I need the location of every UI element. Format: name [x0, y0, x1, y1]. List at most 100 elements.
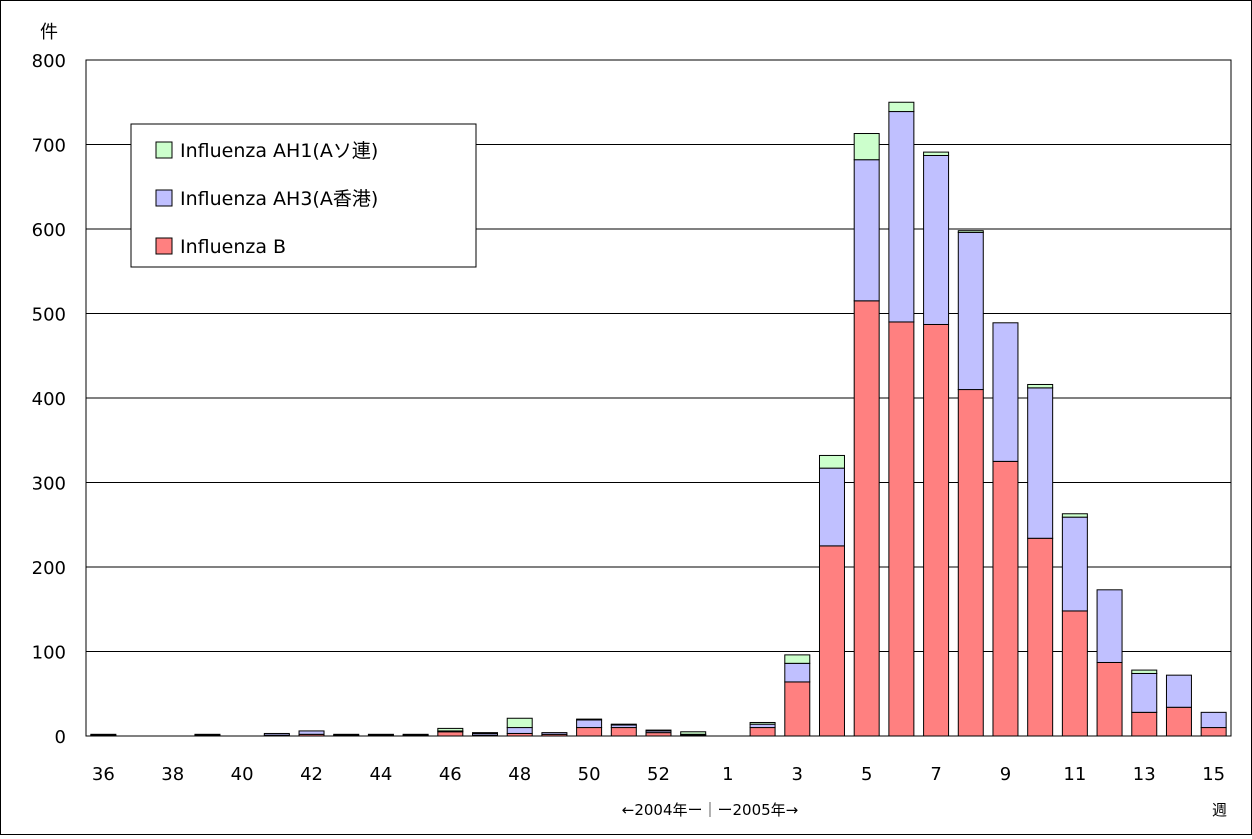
bar-segment-week-50-series-1 — [576, 719, 603, 729]
bar-segment-week-5-series-0 — [853, 300, 880, 737]
bar-segment-week-11-series-2 — [1061, 513, 1088, 518]
bar-segment-week-46-series-0 — [437, 731, 464, 737]
x-axis-ticks: 36 38 40 42 44 46 48 50 52 1 3 5 7 9 11 13 15 — [92, 764, 1225, 785]
bar-segment-week-5-series-1 — [853, 159, 880, 302]
bar-segment-week-4-series-0 — [818, 545, 845, 737]
bar-segment-week-7-series-1 — [923, 154, 950, 325]
x-tick-label: 50 — [578, 764, 601, 785]
bar-segment-week-3-series-1 — [784, 662, 811, 683]
bar-segment-week-14-series-0 — [1165, 706, 1192, 737]
bar-segment-week-6-series-2 — [888, 101, 915, 113]
bar-segment-week-3-series-2 — [784, 654, 811, 664]
bar-segment-week-9-series-0 — [992, 460, 1019, 737]
bar-segment-week-46-series-2 — [437, 727, 464, 732]
y-axis-unit-label: 件 — [40, 22, 58, 43]
y-tick-label: 0 — [55, 727, 66, 748]
x-tick-label: 1 — [722, 764, 733, 785]
bar-segment-week-45-series-1 — [402, 733, 429, 736]
bar-segment-week-13-series-1 — [1131, 672, 1158, 713]
y-axis-ticks: 0 100 200 300 400 500 600 700 800 — [32, 51, 66, 748]
bar-segment-week-8-series-0 — [957, 389, 984, 737]
y-tick-label: 100 — [32, 643, 66, 664]
bar-segment-week-2-series-0 — [749, 727, 776, 737]
bar-segment-week-41-series-1 — [263, 732, 290, 736]
bar-segment-week-8-series-1 — [957, 231, 984, 391]
bar-segment-week-48-series-2 — [506, 717, 533, 729]
x-tick-label: 40 — [231, 764, 254, 785]
legend-swatch — [155, 141, 173, 159]
x-tick-label: 7 — [930, 764, 941, 785]
x-tick-label: 44 — [369, 764, 392, 785]
bar-segment-week-3-series-0 — [784, 681, 811, 737]
bar-segment-week-52-series-2 — [645, 729, 672, 732]
bar-segment-week-53-series-2 — [680, 731, 707, 735]
bar-segment-week-39-series-1 — [194, 733, 221, 736]
bar-segment-week-7-series-0 — [923, 323, 950, 737]
bar-segment-week-42-series-1 — [298, 730, 325, 735]
bar-segment-week-12-series-0 — [1096, 661, 1123, 737]
year-caption: ←2004年ー｜ー2005年→ — [622, 801, 799, 819]
bar-segment-week-43-series-1 — [333, 733, 360, 736]
bar-segment-week-4-series-1 — [818, 467, 845, 547]
bar-segment-week-50-series-0 — [576, 727, 603, 737]
bar-segment-week-14-series-1 — [1165, 674, 1192, 708]
bar-segment-week-48-series-1 — [506, 727, 533, 734]
legend: Influenza AH1(Aソ連) Influenza AH3(A香港) Infl… — [130, 123, 477, 268]
bar-segment-week-36-series-1 — [90, 733, 117, 736]
bar-segment-week-51-series-2 — [610, 723, 637, 726]
bar-segment-week-51-series-0 — [610, 727, 637, 737]
y-tick-label: 400 — [32, 389, 66, 410]
bar-segment-week-10-series-0 — [1027, 537, 1054, 737]
y-tick-label: 200 — [32, 558, 66, 579]
y-tick-label: 500 — [32, 305, 66, 326]
x-tick-label: 38 — [161, 764, 184, 785]
bar-segment-week-11-series-1 — [1061, 516, 1088, 612]
bar-segment-week-5-series-2 — [853, 133, 880, 161]
y-tick-label: 700 — [32, 136, 66, 157]
legend-label: Influenza AH3(A香港) — [180, 188, 378, 210]
x-tick-label: 9 — [1000, 764, 1011, 785]
legend-swatch — [155, 237, 173, 255]
y-tick-label: 300 — [32, 474, 66, 495]
x-tick-label: 48 — [508, 764, 531, 785]
x-tick-label: 36 — [92, 764, 115, 785]
bar-segment-week-50-series-2 — [576, 718, 603, 721]
bar-segment-week-6-series-0 — [888, 321, 915, 737]
bar-segment-week-15-series-1 — [1200, 711, 1227, 729]
legend-label: Influenza AH1(Aソ連) — [180, 140, 378, 162]
bar-segment-week-7-series-2 — [923, 151, 950, 156]
x-tick-label: 5 — [861, 764, 872, 785]
bar-segment-week-10-series-2 — [1027, 383, 1054, 389]
bar-segment-week-6-series-1 — [888, 111, 915, 323]
x-tick-label: 13 — [1133, 764, 1156, 785]
x-tick-label: 42 — [300, 764, 323, 785]
bar-segment-week-11-series-0 — [1061, 610, 1088, 737]
legend-box — [130, 123, 477, 268]
bar-segment-week-49-series-1 — [541, 732, 568, 735]
bar-segment-week-13-series-0 — [1131, 711, 1158, 737]
bar-segment-week-4-series-2 — [818, 454, 845, 469]
y-tick-label: 600 — [32, 220, 66, 241]
y-tick-label: 800 — [32, 51, 66, 72]
legend-label: Influenza B — [180, 236, 286, 258]
x-axis-unit-label: 週 — [1212, 801, 1227, 819]
x-tick-label: 15 — [1202, 764, 1225, 785]
bars — [90, 101, 1227, 737]
bar-segment-week-9-series-1 — [992, 322, 1019, 462]
bar-segment-week-10-series-1 — [1027, 387, 1054, 539]
bar-segment-week-52-series-0 — [645, 732, 672, 737]
bar-segment-week-15-series-0 — [1200, 727, 1227, 737]
bar-segment-week-2-series-1 — [749, 723, 776, 729]
x-tick-label: 52 — [647, 764, 670, 785]
bar-segment-week-8-series-2 — [957, 230, 984, 233]
x-tick-label: 46 — [439, 764, 462, 785]
legend-swatch — [155, 189, 173, 207]
bar-segment-week-2-series-2 — [749, 721, 776, 725]
bar-segment-week-44-series-1 — [367, 733, 394, 736]
bar-segment-week-13-series-2 — [1131, 669, 1158, 674]
bar-segment-week-47-series-2 — [472, 732, 499, 734]
x-tick-label: 11 — [1063, 764, 1086, 785]
bar-segment-week-12-series-1 — [1096, 589, 1123, 663]
